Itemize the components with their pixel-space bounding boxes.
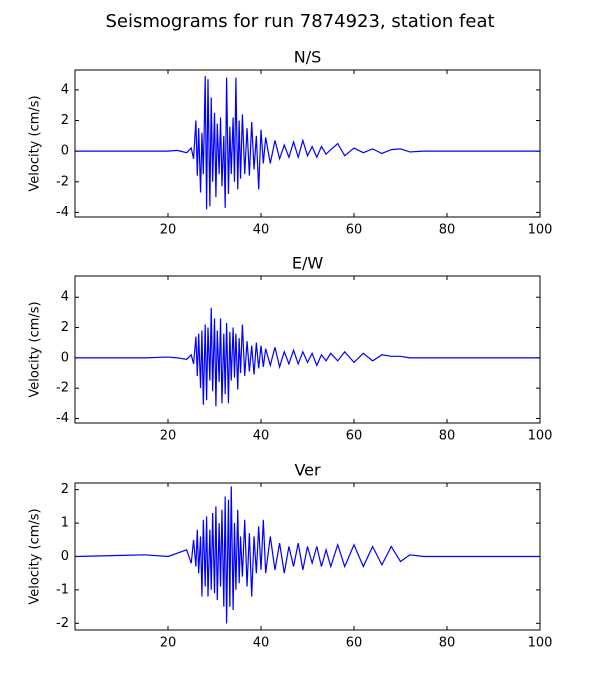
x-tick-label: 20 <box>160 429 177 444</box>
y-tick-label: 0 <box>61 350 69 365</box>
x-tick-label: 100 <box>528 429 553 444</box>
y-axis-label: Velocity (cm/s) <box>28 95 43 191</box>
x-tick-label: 80 <box>439 223 456 238</box>
y-tick-label: -2 <box>56 616 69 631</box>
y-axis-label: Velocity (cm/s) <box>28 301 43 397</box>
x-tick-label: 40 <box>253 429 270 444</box>
axes-frame <box>74 275 541 424</box>
axes-frame <box>74 482 541 631</box>
x-tick-label: 80 <box>439 636 456 651</box>
x-tick-label: 80 <box>439 429 456 444</box>
seismogram-line <box>75 76 540 210</box>
x-tick-label: 40 <box>253 636 270 651</box>
y-tick-label: 4 <box>61 82 69 97</box>
subplot-title: Ver <box>294 461 321 480</box>
x-tick-label: 100 <box>528 636 553 651</box>
subplot-title: E/W <box>292 254 324 273</box>
x-tick-label: 20 <box>160 223 177 238</box>
y-tick-label: 1 <box>61 516 69 531</box>
y-tick-label: 0 <box>61 549 69 564</box>
x-tick-label: 20 <box>160 636 177 651</box>
seismogram-line <box>75 307 540 407</box>
y-tick-label: -4 <box>56 205 69 220</box>
y-tick-label: -4 <box>56 411 69 426</box>
y-axis-label: Velocity (cm/s) <box>28 508 43 604</box>
x-tick-label: 60 <box>346 429 363 444</box>
y-tick-label: 2 <box>61 113 69 128</box>
y-tick-label: -1 <box>56 582 69 597</box>
x-tick-label: 100 <box>528 223 553 238</box>
x-tick-label: 60 <box>346 223 363 238</box>
y-tick-label: 4 <box>61 290 69 305</box>
figure-title: Seismograms for run 7874923, station fea… <box>105 11 494 32</box>
y-tick-label: -2 <box>56 381 69 396</box>
y-tick-label: 2 <box>61 482 69 497</box>
seismogram-line <box>75 486 540 624</box>
x-tick-label: 40 <box>253 223 270 238</box>
subplot-title: N/S <box>294 48 322 67</box>
axes-frame <box>74 69 541 218</box>
y-tick-label: -2 <box>56 174 69 189</box>
y-tick-label: 0 <box>61 144 69 159</box>
x-tick-label: 60 <box>346 636 363 651</box>
y-tick-label: 2 <box>61 320 69 335</box>
